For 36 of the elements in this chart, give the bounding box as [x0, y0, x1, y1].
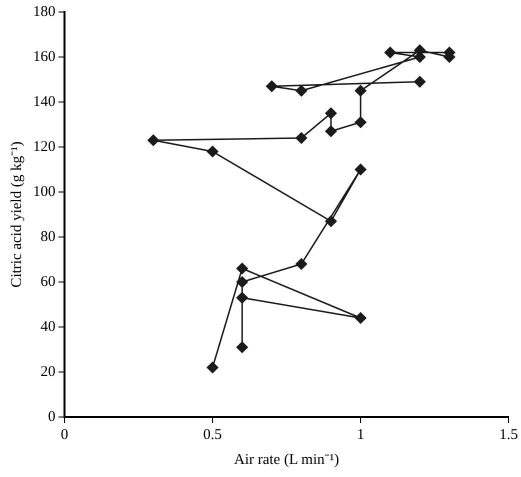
point — [236, 262, 248, 274]
point — [384, 46, 396, 58]
point — [148, 134, 160, 146]
point — [236, 342, 248, 353]
x-tick-label: 0.5 — [203, 426, 222, 443]
x-axis-title: Air rate (L min⁻¹) — [234, 452, 340, 468]
y-tick-label: 0 — [48, 408, 56, 425]
point — [325, 216, 337, 227]
point — [296, 85, 308, 96]
x-tick-label: 0 — [60, 426, 68, 443]
point — [296, 132, 308, 144]
point — [236, 276, 248, 288]
point — [354, 164, 366, 176]
x-tick-label: 1 — [356, 426, 364, 443]
point — [206, 362, 218, 374]
y-tick-label: 140 — [33, 94, 56, 110]
point — [325, 108, 337, 119]
y-tick-label: 80 — [40, 228, 56, 245]
y-tick-label: 180 — [33, 4, 56, 20]
y-axis-title: Citric acid yield (g kg⁻¹) — [8, 141, 25, 288]
y-tick-label: 40 — [40, 318, 56, 335]
y-tick-label: 60 — [40, 274, 56, 290]
y-tick-label: 120 — [33, 138, 56, 155]
y-tick-label: 100 — [33, 184, 56, 200]
point — [236, 292, 248, 304]
point — [325, 126, 337, 137]
y-tick-label: 160 — [33, 48, 56, 65]
point — [414, 76, 426, 88]
point — [354, 85, 366, 96]
point — [296, 258, 308, 270]
x-tick-label: 1.5 — [499, 426, 518, 443]
point — [206, 146, 218, 158]
point — [266, 80, 278, 92]
point — [354, 116, 366, 128]
y-tick-label: 20 — [40, 364, 56, 380]
point — [354, 312, 366, 324]
